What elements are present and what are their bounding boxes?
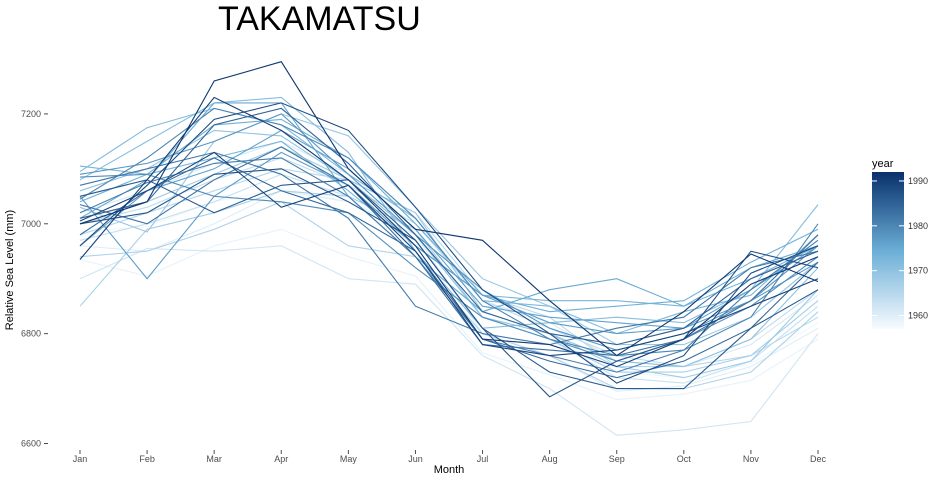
series-line-1976: [79, 129, 819, 329]
x-axis: Jan Feb Mar Apr May Jun Jul Aug Sep Oct Nov Dec: [73, 450, 827, 464]
legend-colorbar: [872, 172, 904, 329]
series-line-1990: [79, 96, 819, 368]
legend: year 1960 1970 1980 1990: [872, 158, 928, 329]
legend-ticks: 1960 1970 1980 1990: [872, 176, 928, 321]
series-line-1970: [79, 129, 819, 368]
y-axis: 6600 6800 7000 7200: [21, 109, 48, 449]
legend-title: year: [872, 158, 894, 170]
legend-label-1980: 1980: [908, 221, 928, 231]
series-line-1971: [79, 96, 819, 329]
x-tick-label-sep: Sep: [609, 454, 625, 464]
y-tick-label: 7000: [21, 219, 41, 229]
series-line-1991: [79, 61, 819, 357]
y-tick-label: 7200: [21, 109, 41, 119]
series-line-1965: [79, 168, 819, 368]
series-line-1989: [79, 151, 819, 357]
chart-title: TAKAMATSU: [218, 0, 421, 38]
series-line-1963: [79, 173, 819, 384]
x-tick-label-nov: Nov: [743, 454, 760, 464]
series-line-1984: [79, 157, 819, 379]
series-line-1969: [79, 113, 819, 346]
series-line-1985: [79, 107, 819, 346]
x-tick-label-aug: Aug: [542, 454, 558, 464]
series-line-1983: [79, 146, 819, 357]
x-tick-label-jan: Jan: [73, 454, 88, 464]
series-line-1981: [79, 157, 819, 373]
x-tick-label-feb: Feb: [139, 454, 155, 464]
x-tick-label-mar: Mar: [206, 454, 222, 464]
x-tick-label-dec: Dec: [810, 454, 827, 464]
series-line-1980: [79, 107, 819, 357]
series-line-1988: [79, 102, 819, 384]
series-line-1978: [79, 113, 819, 351]
x-tick-label-oct: Oct: [677, 454, 692, 464]
x-tick-label-apr: Apr: [274, 454, 288, 464]
series-lines: [79, 61, 819, 436]
x-axis-title: Month: [434, 464, 465, 476]
x-tick-label-jul: Jul: [477, 454, 489, 464]
series-line-1987: [79, 168, 819, 398]
legend-label-1970: 1970: [908, 266, 928, 276]
series-line-1982: [79, 151, 819, 346]
series-line-1962: [79, 245, 819, 436]
series-line-1974: [79, 118, 819, 313]
y-axis-title: Relative Sea Level (mm): [4, 210, 16, 330]
legend-label-1960: 1960: [908, 311, 928, 321]
x-tick-label-may: May: [340, 454, 358, 464]
x-tick-label-jun: Jun: [408, 454, 423, 464]
series-line-1967: [79, 190, 819, 373]
y-tick-label: 6800: [21, 329, 41, 339]
y-tick-label: 6600: [21, 439, 41, 449]
series-line-1975: [79, 102, 819, 313]
legend-label-1990: 1990: [908, 176, 928, 186]
